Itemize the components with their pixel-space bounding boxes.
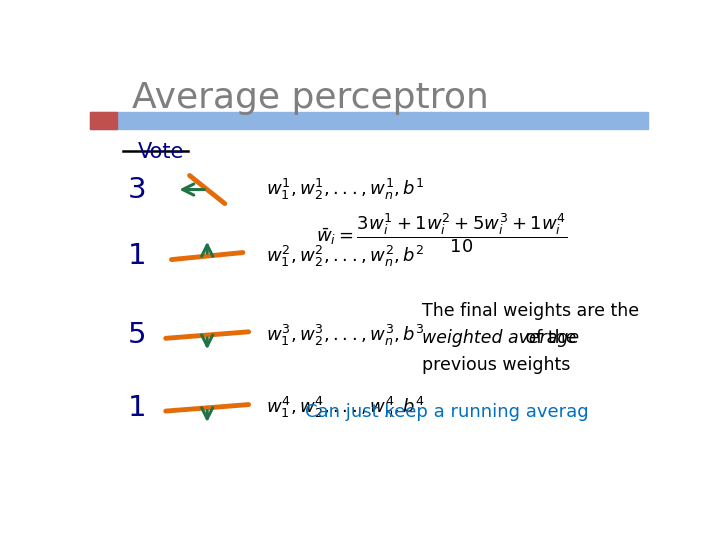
Text: 1: 1 [128,394,147,422]
Text: 3: 3 [128,176,147,204]
Bar [90,112,648,129]
Text: $\bar{w}_i = \dfrac{3w_i^1+1w_i^2+5w_i^3+1w_i^4}{10}$: $\bar{w}_i = \dfrac{3w_i^1+1w_i^2+5w_i^3… [316,211,567,255]
Text: Can just keep a running averag: Can just keep a running averag [305,403,588,421]
Text: weighted average: weighted average [422,329,579,347]
Text: $w_1^2, w_2^2,...,w_n^2, b^2$: $w_1^2, w_2^2,...,w_n^2, b^2$ [266,244,424,268]
Text: 5: 5 [128,321,147,349]
Text: The final weights are the: The final weights are the [422,302,639,320]
Text: Average perceptron: Average perceptron [132,82,489,116]
Text: $w_1^3, w_2^3,...,w_n^3, b^3$: $w_1^3, w_2^3,...,w_n^3, b^3$ [266,322,424,348]
Text: $w_1^4, w_2^4,...,w_n^4, b^4$: $w_1^4, w_2^4,...,w_n^4, b^4$ [266,395,425,420]
Text: of the: of the [520,329,576,347]
Text: previous weights: previous weights [422,356,570,374]
Text: 1: 1 [128,242,147,270]
Bar [90,112,117,129]
Text: $w_1^1, w_2^1,...,w_n^1, b^1$: $w_1^1, w_2^1,...,w_n^1, b^1$ [266,177,424,202]
Text: Vote: Vote [138,141,184,161]
